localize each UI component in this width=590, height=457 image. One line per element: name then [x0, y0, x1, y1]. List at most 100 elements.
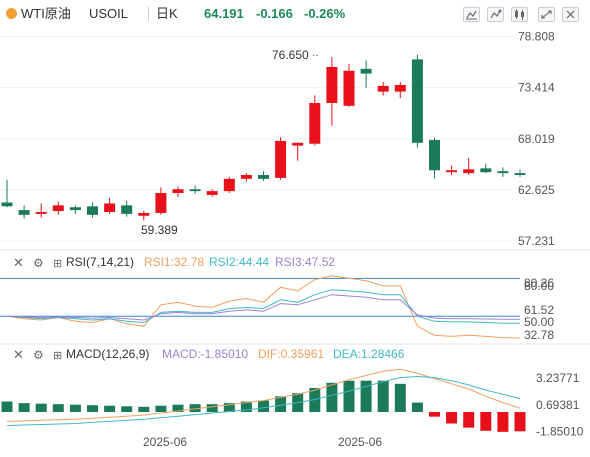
macd-bar	[172, 404, 184, 412]
macd-axis-labels: 3.23771 0.69381 -1.85010	[536, 371, 584, 438]
max-price-label: 76.650	[272, 48, 309, 62]
candle-body[interactable]	[206, 191, 218, 195]
candle-body[interactable]	[121, 205, 133, 214]
macd-bar	[463, 412, 475, 428]
candle-body[interactable]	[138, 212, 150, 216]
indicator-icon	[466, 10, 477, 20]
macd-bar	[1, 401, 13, 412]
candle-body[interactable]	[240, 175, 252, 179]
candle-body[interactable]	[429, 139, 440, 171]
macd-bar	[87, 405, 98, 412]
macd-settings-icon[interactable]: ⚙	[33, 348, 44, 362]
close-button[interactable]	[562, 7, 579, 22]
price-tick-label: 62.625	[518, 183, 555, 197]
candle-body[interactable]	[35, 211, 47, 214]
candle-body[interactable]	[480, 168, 492, 173]
candle-body[interactable]	[394, 84, 406, 92]
candle-body[interactable]	[292, 142, 304, 146]
rsi1-legend: RSI1:32.78	[144, 255, 204, 269]
close-icon	[566, 10, 575, 19]
symbol-code[interactable]: USOIL	[89, 6, 129, 21]
candle-body[interactable]	[446, 170, 458, 173]
macd-bar	[121, 406, 133, 412]
macd-bar	[480, 412, 492, 431]
macd-bar	[104, 405, 116, 412]
rsi-label-50: 50.00	[524, 315, 554, 329]
macd-bar	[343, 380, 355, 412]
macd-bar	[411, 402, 423, 412]
price-axis-labels: 78.808 73.414 68.019 62.625 57.231	[518, 30, 555, 249]
period-selector[interactable]: 日K	[156, 6, 178, 21]
macd-tick-label: 0.69381	[536, 398, 580, 412]
macd-bar	[155, 405, 167, 412]
candle-body[interactable]	[69, 207, 81, 211]
candle-body[interactable]	[343, 70, 355, 106]
min-price-label: 59.389	[141, 223, 178, 237]
macd-bar	[206, 404, 218, 412]
macd-bar	[326, 382, 338, 412]
rsi-collapse-icon[interactable]: ✕	[13, 255, 24, 270]
macd-bar	[429, 412, 440, 417]
time-axis: 2025-06 2025-06	[143, 435, 382, 449]
time-axis-label-1: 2025-06	[143, 435, 187, 449]
price-panel: 76.650 ·· 59.389 78.808 73.414 68.019 62.62…	[0, 30, 555, 249]
macd-expand-icon[interactable]: ⊞	[53, 350, 62, 362]
price-tick-label: 68.019	[518, 132, 555, 146]
header-divider	[148, 7, 149, 21]
candle-body[interactable]	[223, 178, 235, 192]
macd-bar	[377, 380, 389, 412]
candle-type-button[interactable]	[511, 7, 528, 22]
candle-body[interactable]	[155, 193, 167, 213]
macd-bar	[69, 404, 81, 412]
macd-tick-label: -1.85010	[536, 424, 584, 438]
candle-body[interactable]	[87, 206, 98, 215]
candle-body[interactable]	[52, 205, 64, 212]
candle-body[interactable]	[309, 102, 321, 144]
candle-body[interactable]	[189, 189, 201, 192]
rsi-label-80: 80.00	[524, 279, 554, 293]
macd-indicator-label[interactable]: MACD(12,26,9)	[66, 347, 149, 361]
fullscreen-button[interactable]	[538, 7, 555, 22]
price-grid	[0, 36, 512, 242]
candle-body[interactable]	[463, 169, 475, 174]
candle-body[interactable]	[377, 85, 389, 92]
rsi-label-61-52: 61.52	[524, 303, 554, 317]
macd-bar	[189, 404, 201, 412]
candle-body[interactable]	[1, 202, 13, 207]
candle-body[interactable]	[360, 68, 372, 74]
indicator-button[interactable]	[463, 7, 480, 22]
macd-bar	[240, 401, 252, 412]
dea-line	[6, 375, 521, 427]
candle-body[interactable]	[326, 66, 338, 103]
candle-body[interactable]	[258, 175, 269, 179]
candle-body[interactable]	[104, 203, 116, 212]
draw-tool-button[interactable]	[487, 7, 504, 22]
rsi-indicator-label[interactable]: RSI(7,14,21)	[66, 255, 134, 269]
macd-bar	[275, 396, 287, 412]
macd-bar	[394, 383, 406, 412]
macd-bar	[138, 406, 150, 412]
candle-body[interactable]	[172, 189, 184, 194]
draw-icon	[490, 9, 502, 19]
candle-body[interactable]	[411, 59, 423, 143]
time-axis-label-2: 2025-06	[338, 435, 382, 449]
price-tick-label: 73.414	[518, 81, 555, 95]
rsi-settings-icon[interactable]: ⚙	[33, 256, 44, 270]
symbol-name[interactable]: WTI原油	[21, 6, 71, 21]
macd-bar	[52, 404, 64, 412]
rsi-expand-icon[interactable]: ⊞	[53, 258, 62, 270]
candle-body[interactable]	[497, 171, 509, 174]
candle-body[interactable]	[275, 140, 287, 178]
macd-bar	[446, 412, 458, 424]
candle-body[interactable]	[18, 210, 30, 215]
candle-body[interactable]	[514, 173, 526, 176]
price-change: -0.166	[256, 6, 293, 21]
macd-bar	[223, 403, 235, 412]
macd-collapse-icon[interactable]: ✕	[13, 347, 24, 362]
macd-bar	[35, 403, 47, 412]
macd-bar	[258, 400, 269, 412]
last-price: 64.191	[204, 6, 244, 21]
rsi-line-3	[6, 294, 521, 321]
dea-legend: DEA:1.28466	[333, 347, 405, 361]
